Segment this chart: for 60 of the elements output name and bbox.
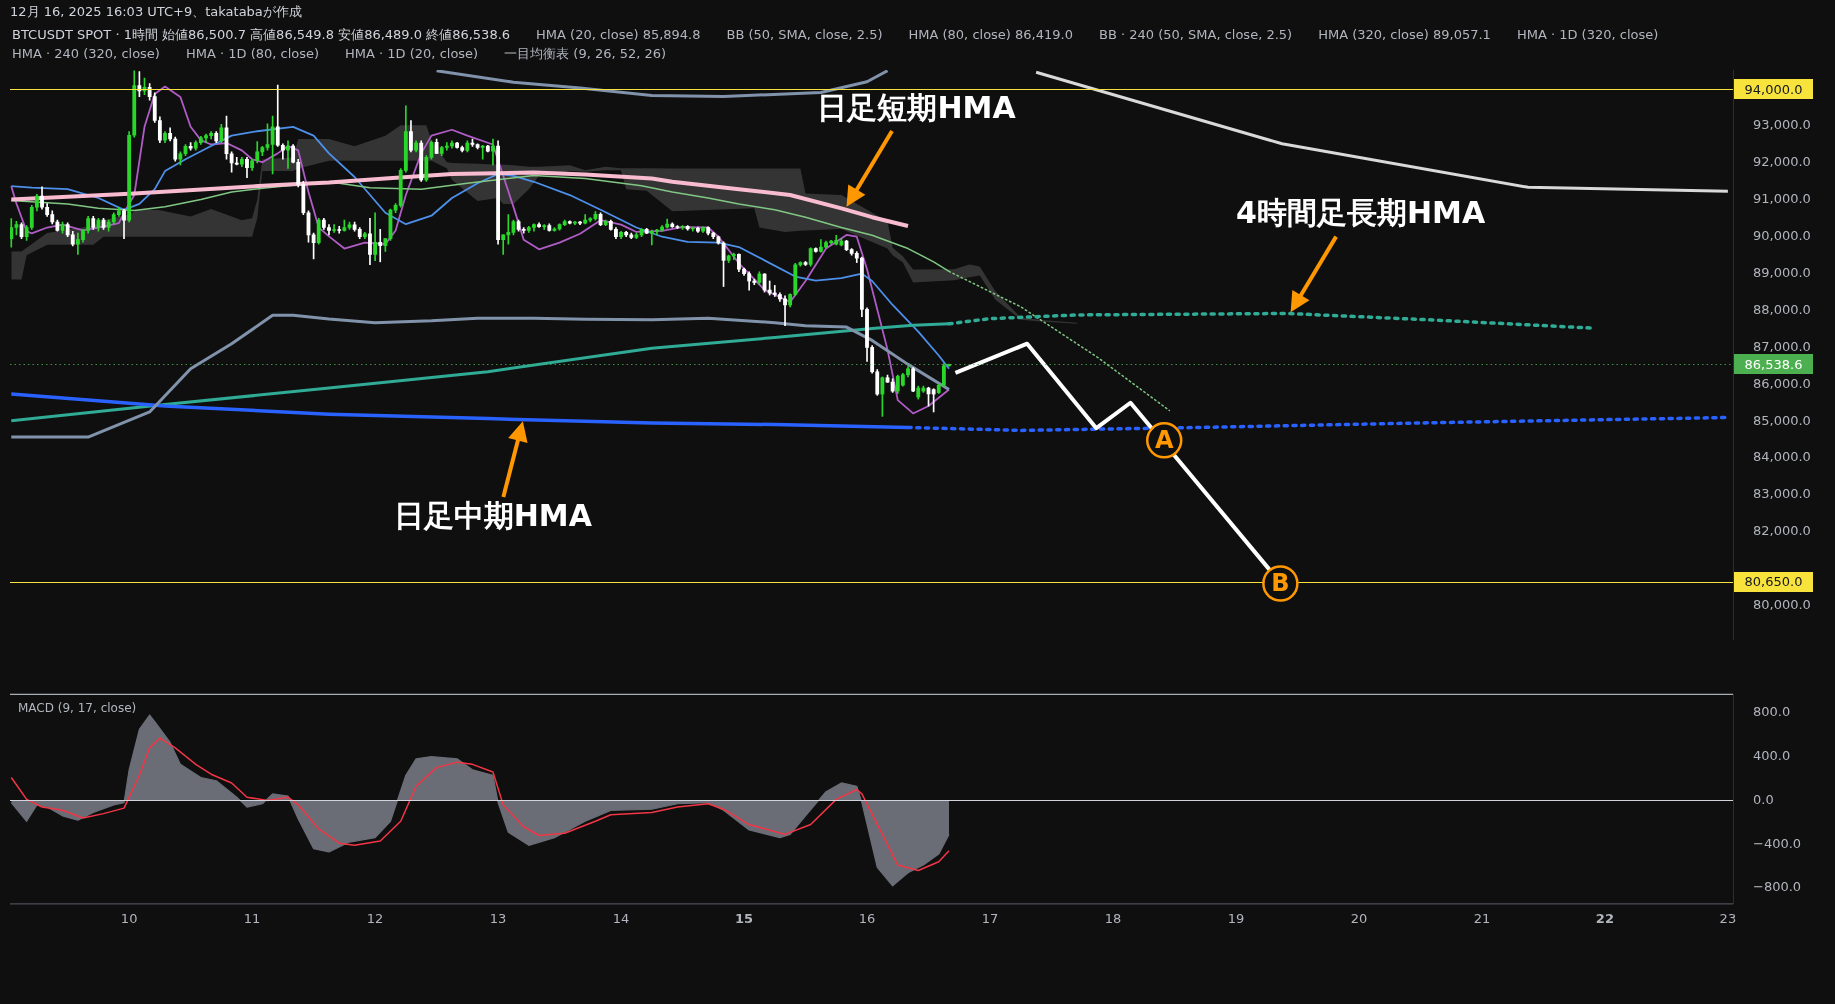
text: HMA (320, close) 89,057.1: [1318, 27, 1491, 43]
annotation: B: [1271, 568, 1290, 597]
annotation: A: [1154, 425, 1174, 454]
x-tick-label: 21: [1473, 910, 1491, 926]
text: HMA (80, close) 86,419.0: [908, 27, 1073, 43]
text: BB · 240 (50, SMA, close, 2.5): [1098, 27, 1293, 43]
y-tick-label: 92,000.0: [1753, 154, 1811, 170]
candlestick: [332, 224, 337, 233]
annotation: 4時間足長期HMA: [1236, 195, 1486, 231]
y-tick-label: 91,000.0: [1753, 191, 1811, 207]
text: HMA (20, close) 85,894.8: [536, 27, 701, 43]
x-tick-label: 15: [734, 910, 754, 926]
annotation: 日足中期HMA: [393, 497, 593, 533]
y-tick-label: 88,000.0: [1753, 301, 1811, 317]
ref-line-label: 94,000.0: [1744, 81, 1803, 97]
x-tick-label: 22: [1595, 910, 1614, 926]
y-tick-label: 83,000.0: [1753, 486, 1811, 502]
x-tick-label: 20: [1350, 910, 1368, 926]
x-tick-label: 13: [489, 910, 507, 926]
x-tick-label: 17: [981, 910, 999, 926]
y-tick-label: 84,000.0: [1753, 449, 1811, 465]
x-tick-label: 14: [612, 910, 630, 926]
y-tick-label: 82,000.0: [1753, 523, 1811, 539]
x-tick-label: 19: [1227, 910, 1245, 926]
text: HMA · 1D (80, close): [185, 46, 320, 62]
text: BB (50, SMA, close, 2.5): [726, 27, 883, 43]
y-tick-label: 86,000.0: [1753, 375, 1811, 391]
y-tick-label: 87,000.0: [1753, 338, 1811, 354]
x-tick-label: 10: [120, 910, 138, 926]
y-tick-label: 93,000.0: [1753, 117, 1811, 133]
x-tick-label: 23: [1719, 910, 1737, 926]
x-tick-label: 16: [858, 910, 876, 926]
y-tick-label: 800.0: [1753, 704, 1791, 720]
candlestick: [480, 144, 485, 160]
y-tick-label: 0.0: [1753, 791, 1774, 807]
text: HMA · 240 (320, close): [12, 46, 160, 62]
x-tick-label: 18: [1104, 910, 1122, 926]
candlestick: [378, 229, 383, 263]
chart-subtitle: 12月 16, 2025 16:03 UTC+9、takatabaが作成: [10, 3, 302, 21]
y-tick-label: 89,000.0: [1753, 265, 1811, 280]
y-tick-label: −400.0: [1753, 835, 1802, 851]
candlestick: [506, 214, 511, 245]
chart-title: BTCUSDT SPOT · 1時間 始値86,500.7 高値86,549.8 安値86,489.0 終値86,538.6: [12, 27, 511, 43]
ref-line-label: 80,650.0: [1744, 574, 1803, 590]
y-tick-label: 90,000.0: [1753, 228, 1811, 244]
text: HMA · 1D (320, close): [1516, 27, 1659, 43]
candlestick: [444, 142, 449, 151]
candlestick: [491, 138, 495, 166]
x-tick-label: 11: [243, 910, 261, 926]
text: 一目均衡表 (9, 26, 52, 26): [504, 46, 667, 62]
ref-line-label: 86,538.6: [1744, 356, 1803, 372]
y-tick-label: −800.0: [1753, 879, 1802, 895]
text: MACD (9, 17, close): [18, 700, 137, 715]
y-tick-label: 80,000.0: [1753, 597, 1811, 613]
y-tick-label: 400.0: [1753, 748, 1791, 764]
text: HMA · 1D (20, close): [345, 46, 479, 62]
x-tick-label: 12: [366, 910, 384, 926]
annotation: 日足短期HMA: [817, 89, 1017, 125]
candlestick: [783, 295, 787, 326]
y-tick-label: 85,000.0: [1753, 412, 1811, 428]
